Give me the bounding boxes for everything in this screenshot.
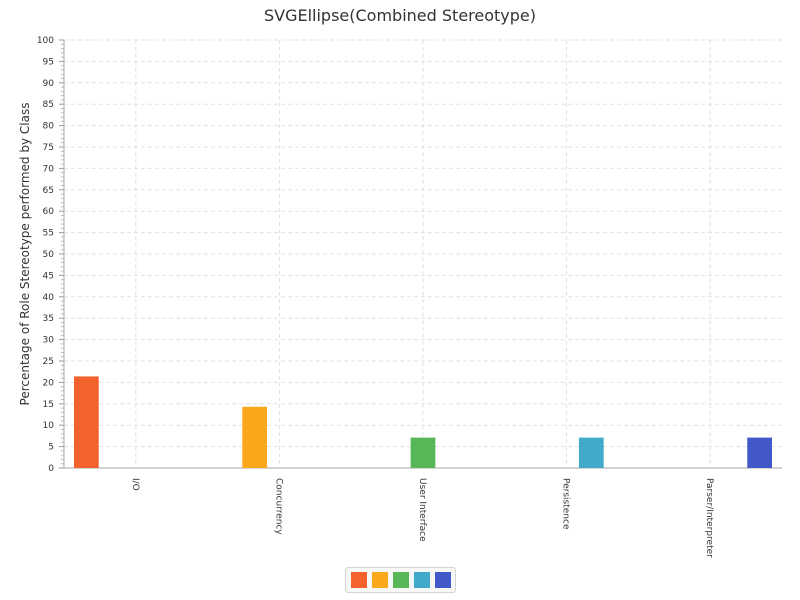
- x-tick-label: I/O: [130, 478, 140, 491]
- x-tick-label: Persistence: [561, 478, 571, 530]
- grid-lines: [64, 39, 782, 468]
- y-tick-label: 25: [43, 357, 54, 367]
- y-tick-label: 90: [43, 79, 55, 89]
- y-tick-label: 50: [43, 250, 55, 260]
- y-tick-label: 85: [43, 100, 54, 110]
- y-tick-label: 40: [43, 293, 55, 303]
- legend: [345, 567, 456, 593]
- y-tick-label: 55: [43, 229, 54, 239]
- y-tick-label: 45: [43, 271, 54, 281]
- bar: [74, 376, 99, 468]
- y-tick-label: 65: [43, 186, 54, 196]
- chart-title: SVGEllipse(Combined Stereotype): [263, 6, 536, 25]
- bar: [242, 406, 268, 468]
- bars: [74, 376, 772, 468]
- y-tick-label: 10: [43, 421, 55, 431]
- y-tick-label: 20: [43, 378, 55, 388]
- legend-swatch: [350, 572, 367, 588]
- bar: [410, 437, 436, 468]
- bar: [747, 437, 772, 468]
- y-axis-title: Percentage of Role Stereotype performed …: [18, 103, 32, 406]
- tick-labels: 0 5 10 15 20 25 30 35 40 45 50 55 60 65 70 75 80 85 90 95 10…: [37, 36, 714, 558]
- y-tick-label: 35: [43, 314, 54, 324]
- legend-swatch: [413, 572, 430, 588]
- y-tick-label: 75: [43, 143, 54, 153]
- x-tick-label: User Interface: [417, 478, 427, 542]
- y-tick-label: 80: [43, 122, 55, 132]
- x-tick-label: Parser/Interpreter: [704, 478, 714, 558]
- bar: [578, 437, 604, 468]
- legend-swatch: [392, 572, 409, 588]
- y-tick-label: 60: [43, 207, 55, 217]
- y-tick-label: 0: [48, 464, 54, 474]
- x-tick-label: Concurrency: [273, 478, 283, 535]
- y-tick-label: 95: [43, 57, 54, 67]
- y-tick-label: 70: [43, 164, 55, 174]
- legend-swatch: [371, 572, 388, 588]
- y-tick-label: 5: [48, 443, 54, 453]
- y-tick-label: 15: [43, 400, 54, 410]
- y-tick-label: 100: [37, 36, 54, 46]
- y-tick-label: 30: [43, 336, 55, 346]
- legend-swatch: [434, 572, 451, 588]
